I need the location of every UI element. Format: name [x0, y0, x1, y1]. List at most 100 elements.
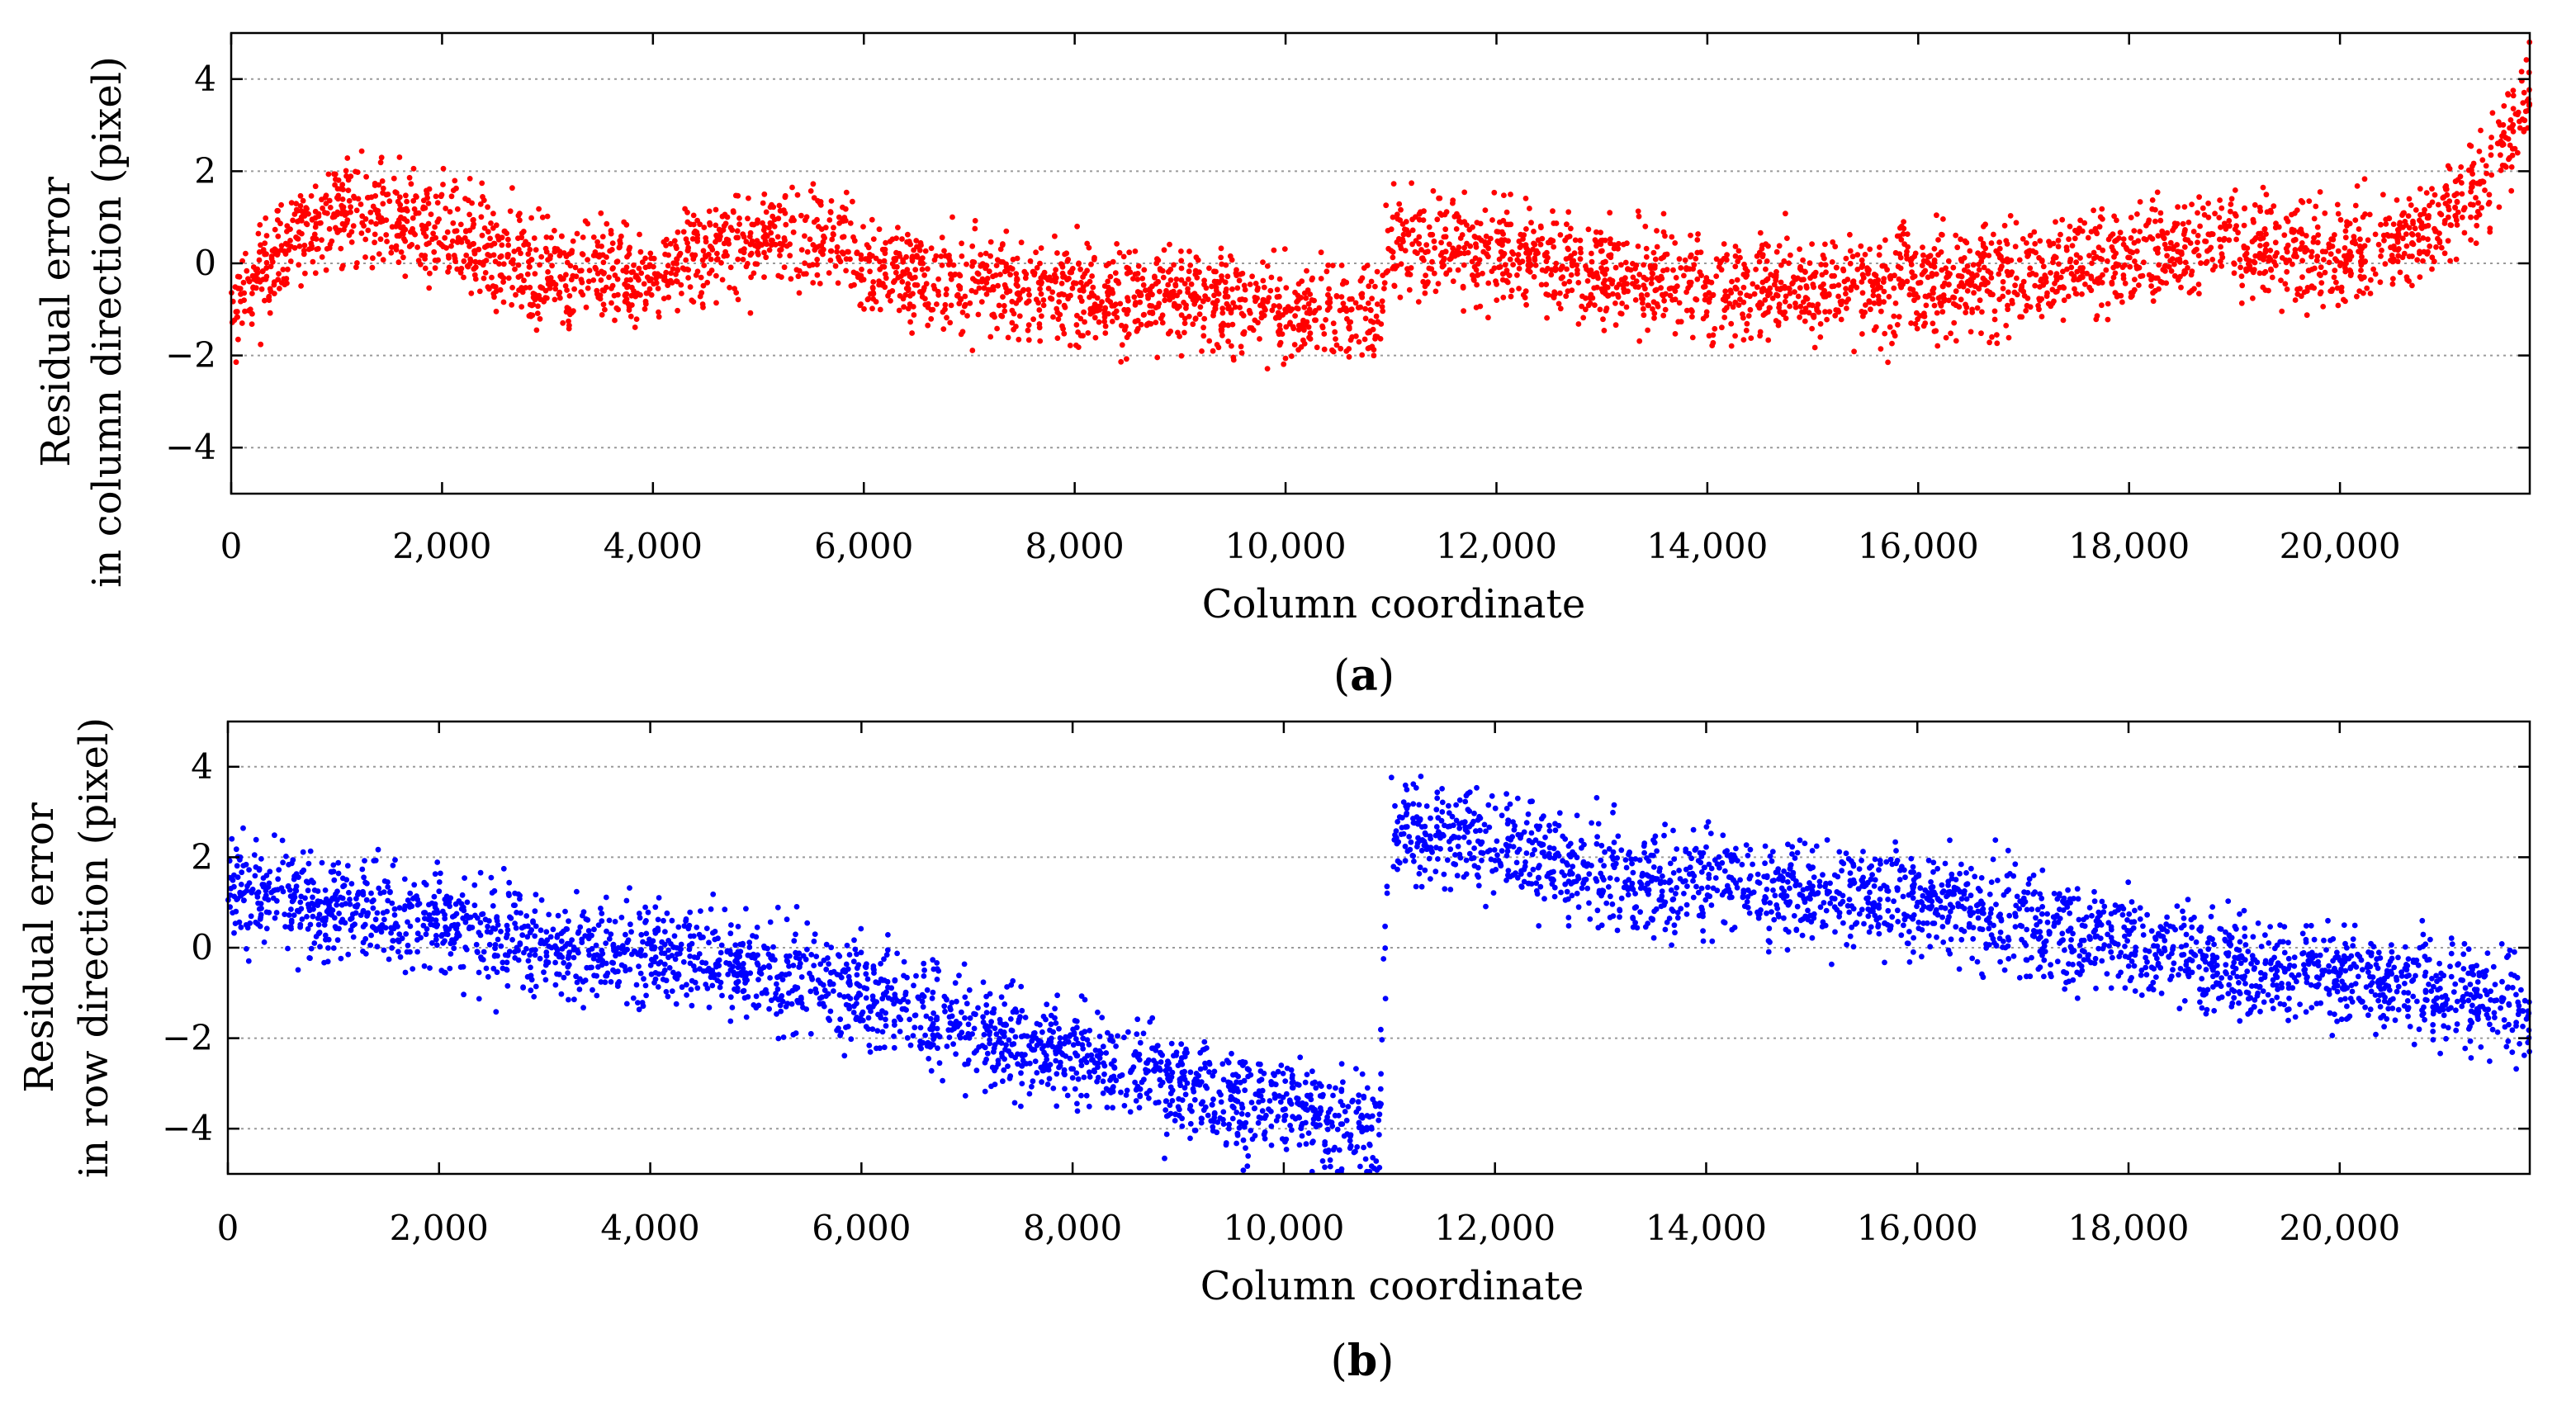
data-point	[807, 188, 814, 194]
data-point	[1531, 229, 1537, 234]
data-point	[1229, 257, 1235, 263]
y-axis-title-line: in column direction (pixel)	[84, 56, 130, 588]
data-point	[1006, 288, 1013, 294]
data-point	[1178, 248, 1184, 254]
data-point	[345, 187, 352, 194]
data-point	[1709, 938, 1716, 944]
data-point	[1638, 292, 1645, 298]
data-point	[1994, 332, 2000, 338]
data-point	[1694, 249, 1701, 256]
data-point	[1074, 223, 1080, 229]
data-point	[312, 224, 319, 230]
data-point	[2408, 202, 2414, 208]
data-point	[1118, 358, 1125, 365]
data-point	[1261, 284, 1267, 291]
data-point	[1102, 305, 1109, 311]
data-point	[2195, 282, 2202, 287]
data-point	[1562, 237, 1568, 244]
data-point	[556, 253, 563, 258]
data-point	[1306, 306, 1313, 313]
data-point	[1368, 307, 1374, 314]
data-point	[2482, 187, 2488, 193]
data-point	[1054, 305, 1060, 312]
data-point	[566, 293, 573, 299]
data-point	[2005, 272, 2011, 278]
data-point	[2344, 219, 2350, 225]
data-point	[1435, 281, 1442, 286]
data-point	[2379, 247, 2384, 253]
data-point	[432, 224, 438, 230]
data-point	[278, 243, 285, 248]
data-point	[2227, 975, 2233, 981]
data-point	[2351, 922, 2358, 929]
data-point	[2509, 152, 2516, 159]
data-point	[1935, 237, 1941, 243]
data-point	[2231, 270, 2237, 277]
data-point	[2027, 304, 2034, 310]
data-point	[1311, 297, 1317, 304]
data-point	[1510, 262, 1516, 267]
data-point	[2473, 195, 2479, 201]
data-point	[2521, 89, 2527, 96]
x-tick-label: 10,000	[1225, 526, 1347, 566]
data-point	[558, 233, 565, 239]
data-point	[1784, 947, 1791, 953]
data-point	[2299, 258, 2306, 264]
data-point	[2306, 198, 2313, 205]
data-point	[2166, 263, 2172, 270]
data-point	[1854, 252, 1861, 258]
data-point	[343, 220, 350, 226]
data-point	[1373, 313, 1380, 319]
data-point	[689, 236, 696, 242]
data-point	[1075, 344, 1082, 350]
data-point	[1845, 296, 1852, 302]
data-point	[1927, 944, 1934, 950]
data-point	[847, 220, 854, 226]
data-point	[2522, 108, 2529, 115]
data-point	[2252, 253, 2259, 259]
data-point	[1756, 258, 1763, 265]
data-point	[2357, 236, 2363, 243]
data-point	[2096, 224, 2103, 230]
data-point	[2518, 69, 2525, 75]
data-point	[771, 224, 778, 229]
data-point	[2446, 206, 2452, 213]
data-point	[1105, 278, 1111, 285]
data-point	[533, 892, 539, 898]
data-point	[1173, 277, 1180, 282]
data-point	[1798, 277, 1805, 283]
data-point	[1476, 235, 1482, 241]
data-point	[348, 229, 355, 235]
data-point	[1372, 336, 1378, 342]
data-point	[798, 247, 805, 253]
data-point	[2347, 249, 2354, 255]
data-point	[1735, 248, 1742, 254]
data-point	[1192, 272, 1199, 277]
data-point	[2036, 306, 2042, 313]
data-point	[1717, 259, 1723, 266]
data-point	[2488, 152, 2494, 159]
data-point	[1053, 267, 1058, 273]
data-point	[466, 227, 473, 234]
data-point	[707, 222, 713, 228]
data-point	[1734, 286, 1740, 292]
data-point	[2308, 284, 2314, 291]
data-point	[579, 251, 585, 257]
data-point	[651, 263, 656, 270]
data-point	[1307, 291, 1314, 297]
data-point	[524, 271, 531, 277]
data-point	[2257, 236, 2264, 242]
data-point	[751, 221, 757, 228]
data-point	[948, 302, 954, 309]
data-point	[1347, 337, 1354, 343]
data-point	[2039, 314, 2045, 319]
data-point	[1502, 262, 1508, 268]
data-point	[2372, 231, 2379, 238]
data-point	[2445, 214, 2451, 220]
data-point	[2310, 239, 2317, 245]
data-point	[609, 240, 616, 246]
data-point	[2149, 235, 2156, 242]
data-point	[1970, 262, 1977, 268]
data-point	[1002, 282, 1008, 288]
data-point	[448, 243, 454, 249]
